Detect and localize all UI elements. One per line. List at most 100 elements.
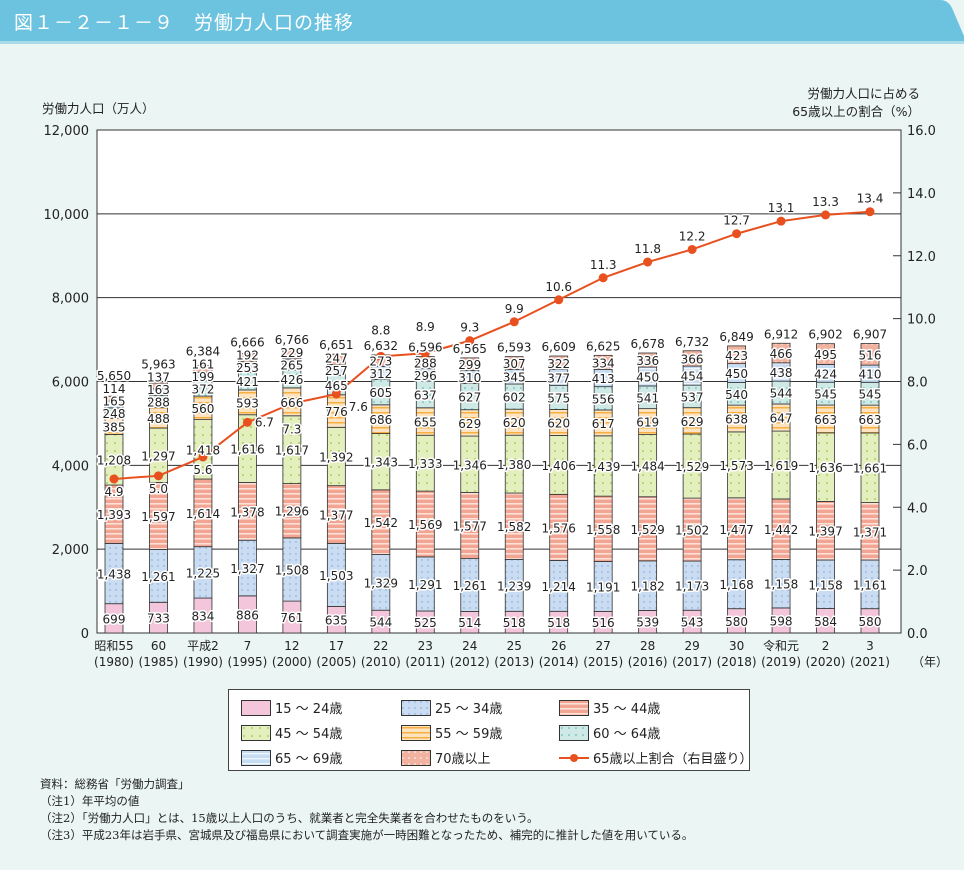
legend-item: 70歳以上: [401, 748, 491, 767]
ratio-point: [331, 389, 341, 399]
y-axis-title: 労働力人口（万人）: [42, 101, 155, 116]
segment-value-label: 424: [814, 367, 837, 381]
total-value-label: 6,609: [542, 340, 576, 354]
ratio-value-label: 4.9: [104, 485, 123, 499]
segment-value-label: 257: [325, 364, 348, 378]
legend-label: 55 ～ 59歳: [435, 727, 503, 742]
segment-value-label: 1,182: [630, 580, 664, 594]
legend-label: 65歳以上割合（右目盛り）: [593, 752, 753, 767]
ratio-value-label: 11.3: [590, 258, 617, 272]
total-value-label: 6,912: [764, 327, 798, 341]
y-tick-label: 0: [81, 627, 89, 642]
total-value-label: 6,565: [453, 342, 487, 356]
legend-label: 25 ～ 34歳: [435, 702, 503, 717]
segment-value-label: 288: [414, 356, 437, 370]
segment-value-label: 593: [236, 396, 259, 410]
x-axis-unit: （年）: [912, 655, 948, 669]
notes: 資料：総務省「労働力調査」 （注1）年平均の値 （注2）「労働力人口」とは、15…: [40, 776, 693, 844]
legend-label: 70歳以上: [435, 752, 491, 767]
segment-value-label: 450: [636, 371, 659, 385]
segment-value-label: 1,343: [364, 456, 398, 470]
bar-segment: [238, 353, 257, 363]
segment-value-label: 1,158: [808, 578, 842, 592]
segment-value-label: 488: [147, 412, 170, 426]
segment-value-label: 312: [369, 367, 392, 381]
legend-label: 15 ～ 24歳: [275, 702, 343, 717]
segment-value-label: 1,173: [675, 580, 709, 594]
segment-value-label: 1,619: [764, 459, 798, 473]
segment-value-label: 580: [859, 615, 882, 629]
segment-value-label: 525: [414, 616, 437, 630]
ratio-value-label: 12.7: [723, 214, 750, 228]
segment-value-label: 229: [280, 346, 303, 360]
ratio-point: [153, 471, 163, 481]
ratio-value-label: 13.4: [857, 192, 884, 206]
legend-label: 60 ～ 64歳: [593, 727, 661, 742]
y2-tick-label: 14.0: [907, 187, 936, 202]
bar-segment: [149, 382, 168, 390]
y2-tick-label: 0.0: [907, 627, 928, 642]
bar-segment: [638, 352, 658, 368]
segment-value-label: 438: [770, 366, 793, 380]
x-tick-year: (2019): [761, 655, 801, 669]
x-tick-year: (2011): [405, 655, 445, 669]
y2-tick-label: 2.0: [907, 564, 928, 579]
segment-value-label: 776: [325, 405, 348, 419]
x-tick-year: (2020): [806, 655, 846, 669]
segment-value-label: 1,503: [319, 569, 353, 583]
segment-value-label: 336: [636, 354, 659, 368]
segment-value-label: 575: [547, 391, 570, 405]
segment-value-label: 296: [414, 369, 437, 383]
total-value-label: 6,902: [808, 328, 842, 342]
legend-label: 65 ～ 69歳: [275, 752, 343, 767]
legend-swatch: [241, 699, 271, 716]
segment-value-label: 1,377: [319, 509, 353, 523]
ratio-line: [113, 210, 871, 480]
ratio-value-label: 13.1: [768, 201, 795, 215]
segment-value-label: 372: [191, 382, 214, 396]
segment-value-label: 1,576: [542, 521, 576, 535]
x-tick-year: (2014): [539, 655, 579, 669]
segment-value-label: 733: [147, 612, 170, 626]
segment-value-label: 1,577: [453, 520, 487, 534]
ratio-value-label: 11.8: [634, 242, 661, 256]
legend-item: 35 ～ 44歳: [559, 698, 660, 717]
bar-segment: [860, 343, 880, 366]
segment-value-label: 1,329: [364, 576, 398, 590]
y2-tick-label: 12.0: [907, 250, 936, 265]
source-note: 資料：総務省「労働力調査」: [40, 777, 190, 791]
ratio-point: [287, 399, 297, 409]
ratio-point: [109, 474, 119, 484]
ratio-point: [598, 273, 608, 283]
legend-swatch: [401, 749, 431, 766]
segment-value-label: 345: [503, 371, 526, 385]
ratio-value-label: 12.2: [679, 229, 706, 243]
segment-value-label: 541: [636, 391, 659, 405]
segment-value-label: 1,291: [408, 578, 442, 592]
ratio-point: [643, 257, 653, 267]
ratio-point: [420, 348, 430, 358]
segment-value-label: 199: [191, 370, 214, 384]
segment-value-label: 1,214: [542, 580, 576, 594]
segment-value-label: 1,327: [230, 562, 264, 576]
segment-value-label: 288: [147, 396, 170, 410]
x-tick-year: (2017): [672, 655, 712, 669]
x-tick-label: 7: [244, 639, 252, 653]
segment-value-label: 619: [636, 416, 659, 430]
y-tick-label: 12,000: [44, 124, 90, 139]
y-tick-label: 2,000: [52, 543, 89, 558]
y2-axis-title-line1: 労働力人口に占める: [807, 86, 920, 101]
bar-segment: [549, 355, 569, 370]
segment-value-label: 1,597: [141, 510, 175, 524]
ratio-value-label: 8.8: [371, 323, 390, 337]
segment-value-label: 247: [325, 351, 348, 365]
segment-value-label: 1,225: [186, 566, 220, 580]
segment-value-label: 466: [770, 347, 793, 361]
segment-value-label: 886: [236, 608, 259, 622]
segment-value-label: 516: [592, 616, 615, 630]
segment-value-label: 543: [681, 616, 704, 630]
segment-value-label: 299: [458, 358, 481, 372]
total-value-label: 6,384: [186, 344, 220, 358]
ratio-point: [376, 351, 386, 361]
